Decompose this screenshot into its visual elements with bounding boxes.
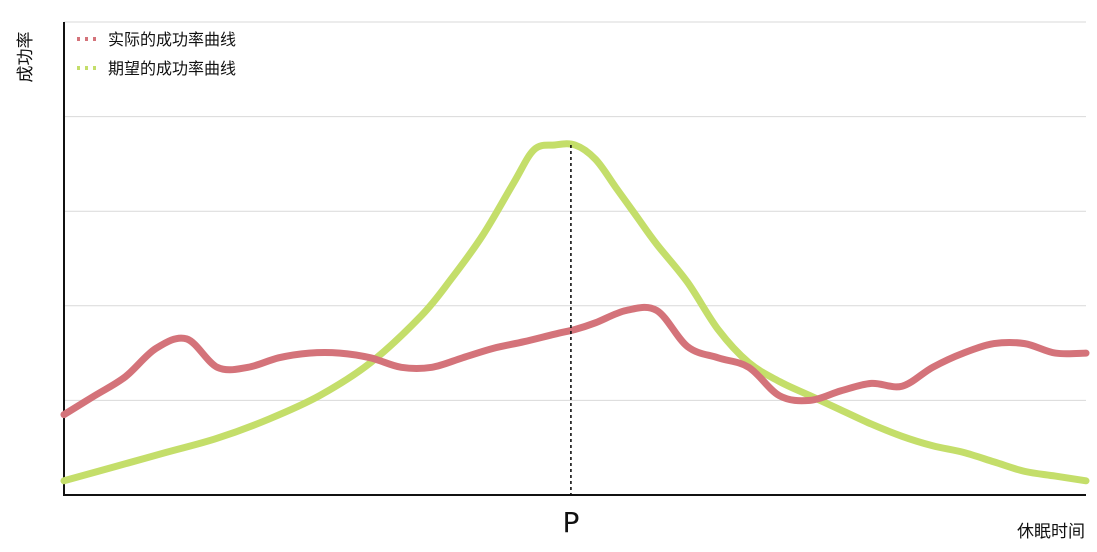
legend-label: 实际的成功率曲线: [108, 30, 236, 49]
legend-item-expected: 期望的成功率曲线: [77, 59, 236, 78]
series-layer: [60, 140, 1090, 485]
series-line-expected: [60, 140, 1090, 485]
legend-item-actual: 实际的成功率曲线: [77, 30, 236, 49]
gridlines: [64, 21, 1086, 401]
legend-label: 期望的成功率曲线: [108, 59, 236, 78]
series-line-actual: [60, 303, 1090, 419]
x-axis-title: 休眠时间: [1017, 522, 1085, 542]
legend: 实际的成功率曲线 期望的成功率曲线: [77, 30, 236, 78]
p-marker-label: P: [562, 506, 579, 539]
y-axis-title: 成功率: [16, 32, 36, 83]
